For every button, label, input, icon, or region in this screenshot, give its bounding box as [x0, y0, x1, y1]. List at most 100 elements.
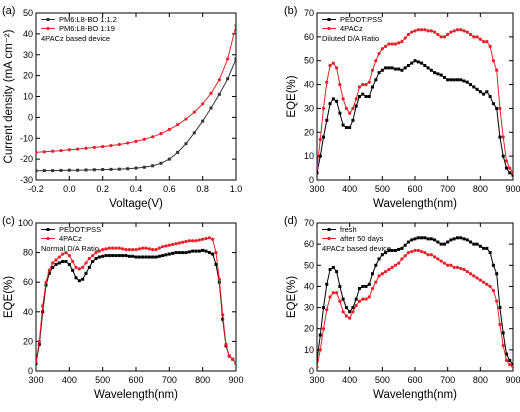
data-point: [413, 59, 417, 63]
x-tick-label: 600: [128, 375, 143, 385]
data-point: [335, 291, 339, 295]
data-point: [76, 168, 80, 172]
data-point: [478, 244, 482, 248]
data-point: [393, 67, 397, 71]
data-point: [174, 242, 178, 246]
data-point: [171, 242, 175, 247]
data-point: [344, 306, 348, 310]
data-point: [491, 263, 495, 267]
data-point: [501, 344, 505, 348]
data-point: [36, 169, 38, 173]
data-point: [231, 357, 235, 361]
data-point: [475, 35, 479, 39]
data-point: [469, 240, 473, 244]
data-point: [36, 150, 38, 155]
data-point: [214, 251, 218, 255]
legend-swatch-marker: [327, 236, 331, 241]
x-tick-label: 800: [473, 375, 488, 385]
data-point: [413, 248, 417, 253]
series-line: [317, 29, 513, 174]
data-point: [452, 29, 456, 33]
data-point: [209, 106, 213, 110]
data-point: [508, 166, 512, 170]
data-point: [472, 242, 476, 246]
data-point: [416, 60, 420, 64]
data-point: [482, 40, 486, 44]
chart-panel-1: (a) -0.2 0.0 0.2 0.4 0.6 0.8 1.0 -30 -20 -10 0 10 20 3…: [2, 5, 242, 210]
data-point: [351, 310, 355, 314]
y-tick-label: 10: [304, 151, 314, 161]
data-point: [504, 159, 509, 163]
data-point: [197, 249, 201, 253]
legend-label: fresh: [340, 225, 357, 234]
data-point: [397, 261, 401, 265]
y-tick-label: 20: [304, 127, 314, 137]
x-tick-label: 500: [95, 375, 110, 385]
legend-swatch-marker: [327, 18, 331, 21]
data-point: [184, 251, 188, 255]
data-point: [209, 91, 213, 95]
data-point: [71, 259, 75, 264]
data-point: [495, 299, 499, 303]
data-point: [374, 78, 378, 82]
data-point: [64, 259, 68, 263]
data-point: [406, 251, 411, 255]
series-1: [36, 57, 236, 173]
data-point: [482, 280, 486, 284]
data-point: [192, 131, 196, 135]
data-point: [387, 42, 391, 46]
data-point: [67, 253, 71, 258]
chart-panel-2: (b) 300 400 500 600 700 800 900 0 10 20 30 40 50 60 70 W…: [284, 5, 520, 210]
data-point: [94, 251, 98, 255]
data-point: [344, 126, 348, 130]
data-point: [107, 246, 111, 250]
data-point: [57, 255, 61, 259]
data-point: [449, 78, 453, 82]
data-point: [442, 75, 446, 79]
data-point: [318, 137, 322, 142]
x-axis-title: Wavelength(nm): [373, 389, 457, 401]
data-point: [177, 251, 181, 255]
data-point: [400, 68, 404, 72]
y-tick-label: 70: [304, 8, 314, 18]
data-point: [436, 72, 440, 76]
x-axis-title: Wavelength(nm): [94, 389, 178, 401]
data-point: [482, 246, 486, 250]
data-point: [495, 68, 499, 72]
chart-annotation: Normal D/A Ratio: [41, 244, 99, 253]
data-point: [393, 263, 397, 267]
data-point: [84, 271, 88, 275]
y-tick-label: 0: [309, 175, 314, 185]
legend-swatch-marker: [46, 228, 50, 231]
data-point: [101, 145, 105, 149]
data-point: [351, 106, 355, 111]
data-point: [478, 37, 482, 41]
data-point: [465, 30, 469, 34]
data-point: [380, 47, 384, 51]
data-point: [354, 303, 358, 308]
data-point: [429, 68, 433, 72]
panel-label: (d): [284, 215, 297, 227]
y-tick-label: 30: [23, 50, 33, 60]
data-point: [426, 253, 430, 257]
data-point: [167, 127, 171, 132]
data-point: [147, 247, 151, 251]
data-point: [413, 29, 417, 33]
data-point: [328, 102, 332, 106]
data-point: [194, 249, 198, 253]
data-point: [317, 166, 319, 170]
data-point: [328, 295, 332, 299]
data-point: [176, 123, 180, 127]
data-point: [491, 289, 495, 293]
data-point: [367, 95, 371, 98]
x-tick-label: 800: [195, 375, 210, 385]
data-point: [495, 106, 499, 110]
y-axis-title: EQE(%): [3, 276, 15, 318]
data-point: [357, 299, 362, 303]
data-point: [117, 254, 121, 258]
data-point: [101, 254, 105, 258]
series-1: [317, 236, 513, 367]
data-point: [498, 135, 502, 139]
chart-annotation: 4PACz based device: [322, 244, 391, 253]
